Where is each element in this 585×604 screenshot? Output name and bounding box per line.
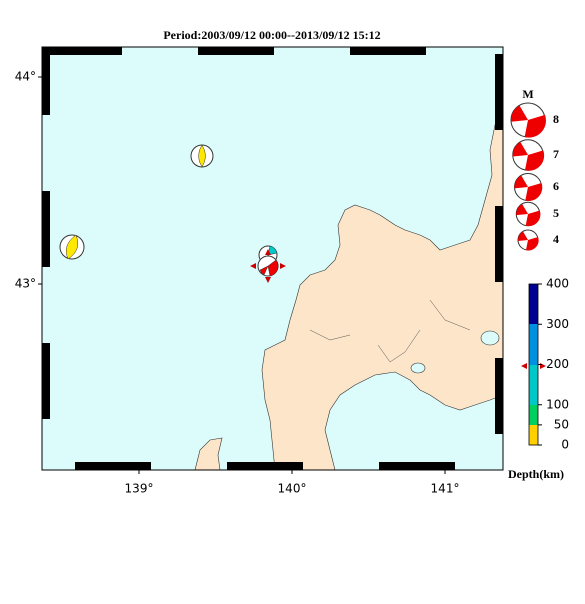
legend-label: 5 bbox=[553, 206, 559, 220]
legend-ball-quadrant bbox=[512, 142, 545, 171]
depth-tick-label: 0 bbox=[561, 438, 569, 452]
depth-color bbox=[529, 425, 538, 445]
boundary bbox=[309, 299, 471, 363]
marker bbox=[521, 363, 546, 369]
depth-tick-label: 100 bbox=[546, 397, 569, 411]
lake bbox=[410, 362, 426, 374]
title: Period:2003/09/12 00:00--2013/09/12 15:1… bbox=[163, 28, 380, 42]
depth-color bbox=[529, 284, 538, 324]
legend-ball-quadrant bbox=[514, 175, 543, 201]
legend-label: 6 bbox=[553, 179, 559, 193]
lon-label: 139° bbox=[125, 482, 154, 496]
depth-tick-label: 400 bbox=[546, 277, 569, 291]
lon-label: 140° bbox=[278, 482, 307, 496]
legend-label: 4 bbox=[553, 232, 559, 246]
depth-tick-label: 50 bbox=[554, 417, 569, 431]
legend-label: 7 bbox=[553, 147, 559, 161]
depth-color bbox=[529, 324, 538, 365]
depth-label: Depth(km) bbox=[508, 467, 564, 481]
beachball-quadrant bbox=[198, 144, 206, 168]
legend-ball-quadrant bbox=[516, 204, 541, 227]
lake bbox=[480, 330, 500, 346]
legend-ball-quadrant bbox=[517, 231, 539, 251]
frame-ticks bbox=[42, 47, 503, 470]
depth-color bbox=[529, 365, 538, 405]
depth-color bbox=[529, 405, 538, 425]
map bbox=[41, 46, 504, 471]
depth-tick-label: 300 bbox=[546, 317, 569, 331]
lon-label: 141° bbox=[431, 482, 460, 496]
land bbox=[261, 109, 504, 471]
lat-label: 43° bbox=[15, 277, 36, 291]
legend-label: 8 bbox=[553, 112, 559, 126]
event bbox=[257, 255, 279, 277]
beachball-quadrant bbox=[259, 259, 279, 277]
lat-label: 44° bbox=[15, 70, 36, 84]
depth-tick-label: 200 bbox=[546, 357, 569, 371]
event bbox=[190, 144, 214, 168]
event bbox=[59, 234, 85, 260]
magnitude-legend: M 8 7 6 5 4 bbox=[510, 87, 559, 251]
legend-title: M bbox=[522, 87, 533, 101]
beachball-quadrant bbox=[66, 234, 78, 260]
legend-ball-quadrant bbox=[510, 105, 546, 138]
